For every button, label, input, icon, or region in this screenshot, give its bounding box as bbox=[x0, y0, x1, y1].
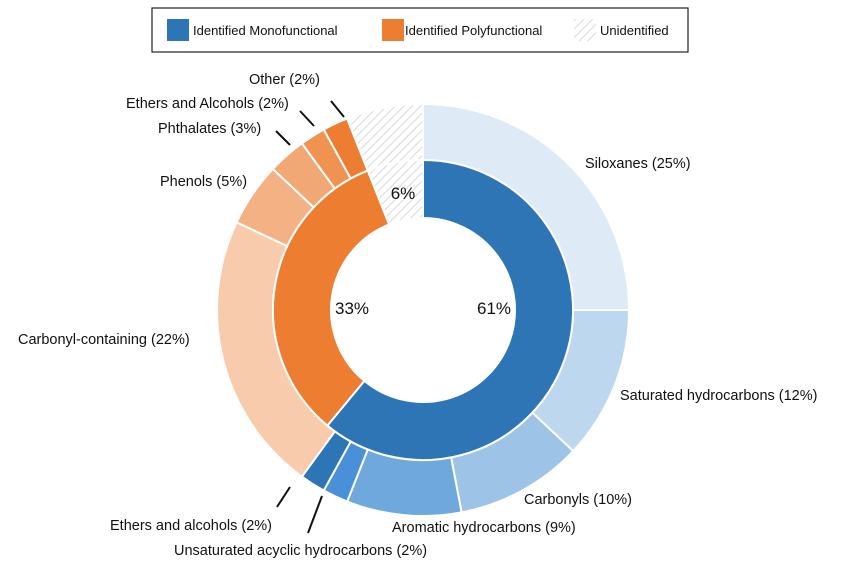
leader-line-phthalates bbox=[275, 130, 291, 146]
legend: Identified Monofunctional Identified Pol… bbox=[151, 7, 689, 53]
label-aromatic-hydrocarbons: Aromatic hydrocarbons (9%) bbox=[392, 520, 576, 536]
leader-line-ethers-and-alcohols-poly bbox=[299, 110, 315, 127]
leader-line-ethers-and-alcohols-mono bbox=[276, 486, 291, 508]
legend-label-polyfunctional: Identified Polyfunctional bbox=[405, 23, 542, 38]
label-phenols: Phenols (5%) bbox=[160, 174, 247, 190]
legend-frame bbox=[151, 7, 689, 53]
inner-slice-6-2 bbox=[366, 158, 424, 226]
legend-label-unidentified: Unidentified bbox=[600, 23, 669, 38]
label-unsaturated-acyclic-hydrocarbons: Unsaturated acyclic hydrocarbons (2%) bbox=[174, 543, 427, 559]
inner-slice-61-0 bbox=[325, 158, 574, 461]
inner-label-monofunctional: 61% bbox=[477, 299, 511, 318]
leader-line-unsaturated bbox=[307, 495, 323, 534]
label-other: Other (2%) bbox=[249, 72, 320, 88]
legend-swatch-polyfunctional bbox=[382, 19, 404, 41]
legend-swatch-unidentified bbox=[574, 19, 596, 41]
inner-label-unidentified: 6% bbox=[391, 184, 416, 203]
legend-label-monofunctional: Identified Monofunctional bbox=[193, 23, 338, 38]
label-phthalates: Phthalates (3%) bbox=[158, 121, 261, 137]
label-carbonyl-containing: Carbonyl-containing (22%) bbox=[18, 332, 190, 348]
label-ethers-and-alcohols-mono: Ethers and alcohols (2%) bbox=[110, 518, 272, 534]
label-carbonyls: Carbonyls (10%) bbox=[524, 492, 632, 508]
leader-line-other bbox=[330, 100, 345, 118]
inner-ring bbox=[272, 158, 574, 461]
inner-label-polyfunctional: 33% bbox=[335, 299, 369, 318]
inner-labels: 61% 33% 6% bbox=[335, 184, 511, 318]
inner-slice-33-1 bbox=[272, 169, 391, 427]
label-siloxanes: Siloxanes (25%) bbox=[585, 156, 691, 172]
label-ethers-and-alcohols-poly: Ethers and Alcohols (2%) bbox=[126, 96, 289, 112]
leader-lines bbox=[275, 100, 345, 534]
label-saturated-hydrocarbons: Saturated hydrocarbons (12%) bbox=[620, 388, 817, 404]
outer-labels: Siloxanes (25%) Saturated hydrocarbons (… bbox=[18, 72, 817, 559]
legend-swatch-monofunctional bbox=[167, 19, 189, 41]
